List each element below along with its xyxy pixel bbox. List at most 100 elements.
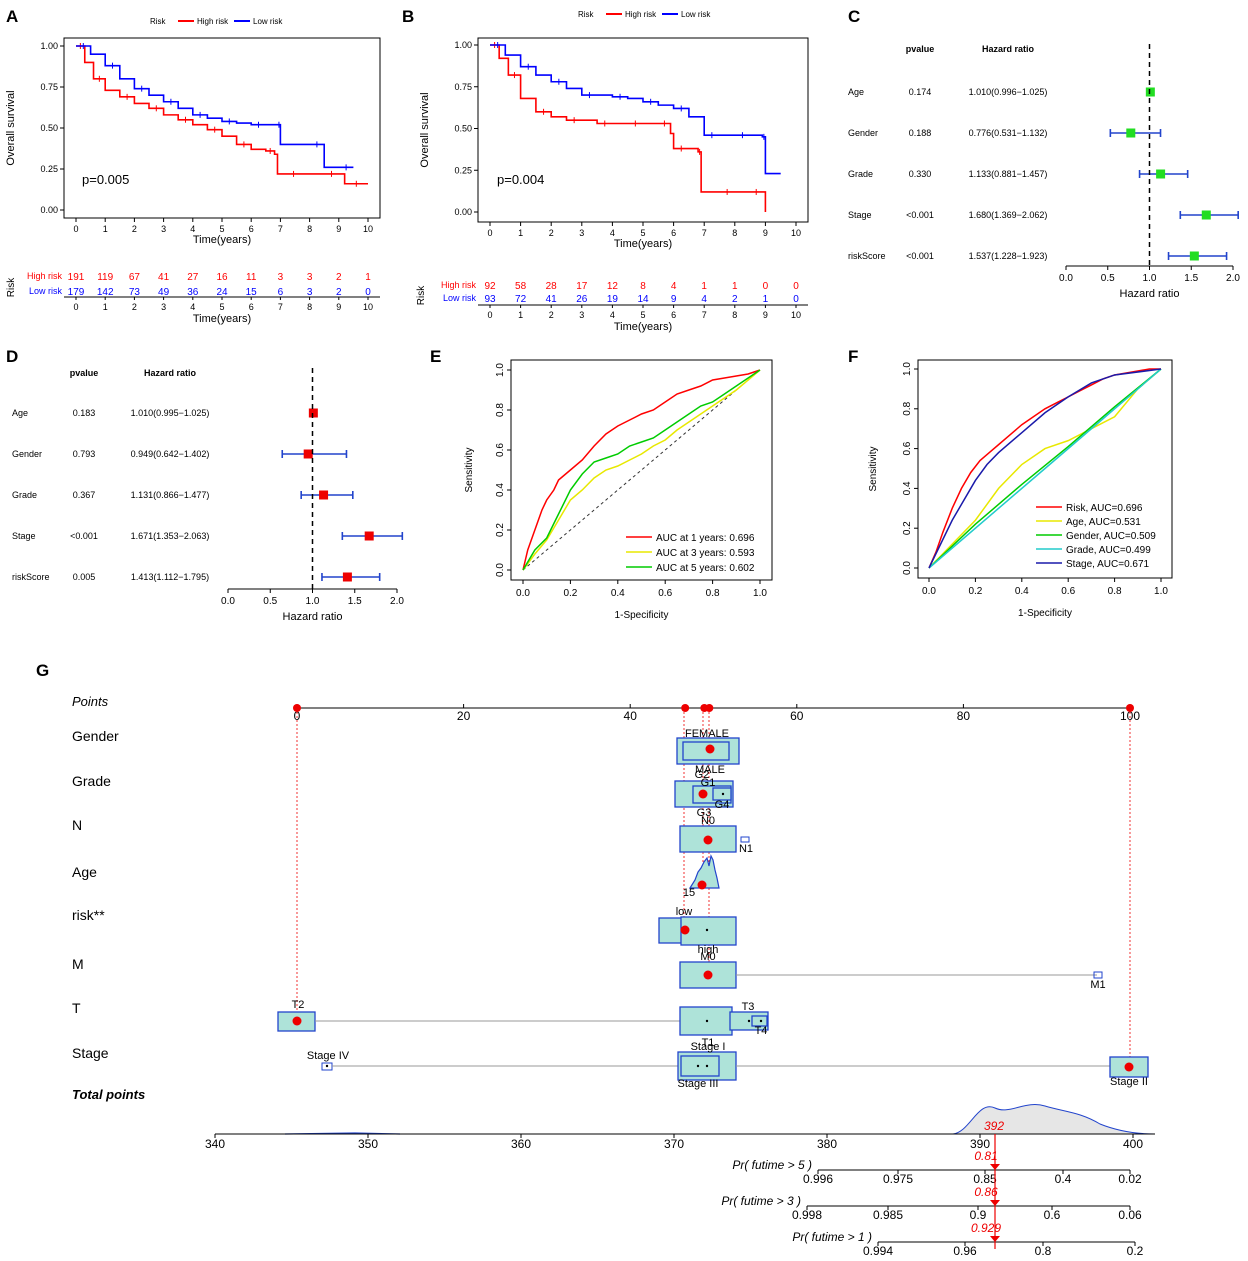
legend-label: Low risk [681,10,711,19]
y-tick-label: 0.75 [40,82,58,92]
total-points-tick-label: 400 [1123,1137,1143,1151]
category-dot [705,1019,709,1023]
probability-tick-label: 0.2 [1127,1244,1144,1258]
total-points-tick-label: 370 [664,1137,684,1151]
risk-x-tick-label: 10 [791,310,801,320]
y-axis-label: Overall survival [419,92,431,167]
risk-count: 0 [763,281,769,292]
x-axis-label: 1-Specificity [615,610,669,621]
y-tick-label: 0.00 [40,205,58,215]
category-dot [705,1064,709,1068]
risk-count: 0 [793,281,799,292]
risk-count: 0 [793,294,799,305]
x-tick-label: 8 [307,224,312,234]
hr-marker [308,408,318,418]
legend-label: Age, AUC=0.531 [1066,517,1141,528]
category-label: low [676,906,693,918]
roc-curve-green [522,369,761,571]
roc-curve-navy [928,368,1162,569]
y-tick-label: 1.00 [40,41,58,51]
x-tick-label: 6 [249,224,254,234]
risk-count: 2 [336,287,342,298]
risk-count: 93 [484,294,496,305]
category-label: Stage I [691,1041,726,1053]
legend-title: Risk [578,10,595,19]
x-tick-label: 7 [278,224,283,234]
forest-row-label: Gender [848,128,878,138]
plot-frame [917,359,1173,579]
risk-count: 58 [515,281,527,292]
total-points-tick-label: 360 [511,1137,531,1151]
probability-value: 0.929 [971,1221,1001,1235]
risk-row-label: Low risk [29,286,63,296]
legend-label: Stage, AUC=0.671 [1066,559,1150,570]
category-box [679,961,737,989]
total-points-value: 392 [984,1119,1004,1133]
panel-label-b: B [402,7,414,26]
forest-row-label: Stage [12,531,36,541]
risk-x-tick-label: 6 [249,302,254,312]
category-dot [759,1019,763,1023]
risk-x-tick-label: 10 [363,302,373,312]
chance-diagonal [522,369,761,571]
roc-curve-green [928,368,1162,569]
y-tick-label: 0.50 [454,124,472,134]
age-density [688,854,720,889]
legend-label: AUC at 1 years: 0.696 [656,533,755,544]
panel-label-c: C [848,7,860,26]
risk-count: 19 [607,294,619,305]
row-label: risk** [72,907,105,923]
x-tick-label: 1.5 [1184,273,1198,284]
risk-count: 8 [640,281,646,292]
forest-row-hr: 0.949(0.642−1.402) [131,449,210,459]
risk-count: 41 [546,294,558,305]
points-marker [293,704,301,712]
p-value: p=0.004 [497,172,544,187]
hr-marker [1156,169,1166,179]
risk-x-tick-label: 1 [103,302,108,312]
x-tick-label: 1 [103,224,108,234]
selected-point [703,835,713,845]
y-tick-label: 0.8 [495,403,506,417]
forest-row-pvalue: <0.001 [906,210,934,220]
category-box [680,916,737,946]
selected-point [1124,1062,1134,1072]
x-tick-label: 0 [73,224,78,234]
category-label: T1 [702,1037,715,1049]
y-tick-label: 1.00 [454,40,472,50]
survival-curve-high [490,44,767,212]
risk-x-tick-label: 2 [132,302,137,312]
column-header-hazard-ratio: Hazard ratio [144,368,197,378]
category-label: high [698,944,719,956]
x-tick-label: 1.0 [1154,586,1168,597]
column-header-pvalue: pvalue [906,44,935,54]
selected-point [698,789,708,799]
points-marker [1126,704,1134,712]
category-label: Stage II [1110,1076,1148,1088]
forest-panel-D: pvalue Hazard ratio Age 0.183 1.010(0.995−1.… [12,368,404,623]
selected-point [703,970,713,980]
category-box [751,1015,768,1027]
risk-count: 119 [97,272,113,283]
risk-x-tick-label: 4 [190,302,195,312]
row-label: M [72,956,84,972]
risk-x-tick-label: 7 [278,302,283,312]
roc-panel-E: 0.0 0.2 0.4 0.6 0.8 1.0 0.0 0.2 0.4 0.6 0.8 1.0 Sens… [464,359,773,621]
category-label: M1 [1090,979,1105,991]
risk-row-label: Low risk [443,293,477,303]
category-label: FEMALE [685,728,729,740]
category-box-small [740,836,750,843]
roc-curve-high [522,369,761,571]
category-label: G2 [695,769,710,781]
risk-count: 2 [732,294,738,305]
forest-row-pvalue: 0.005 [73,572,96,582]
row-label: N [72,817,82,833]
panel-label-d: D [6,347,18,366]
forest-row-hr: 1.680(1.369−2.062) [969,210,1048,220]
probability-label: Pr( futime > 3 ) [721,1194,801,1208]
category-label: T4 [755,1025,768,1037]
risk-count: 191 [68,272,85,283]
forest-row-label: Grade [12,490,37,500]
probability-tick-label: 0.6 [1044,1208,1061,1222]
forest-row-label: Gender [12,449,42,459]
